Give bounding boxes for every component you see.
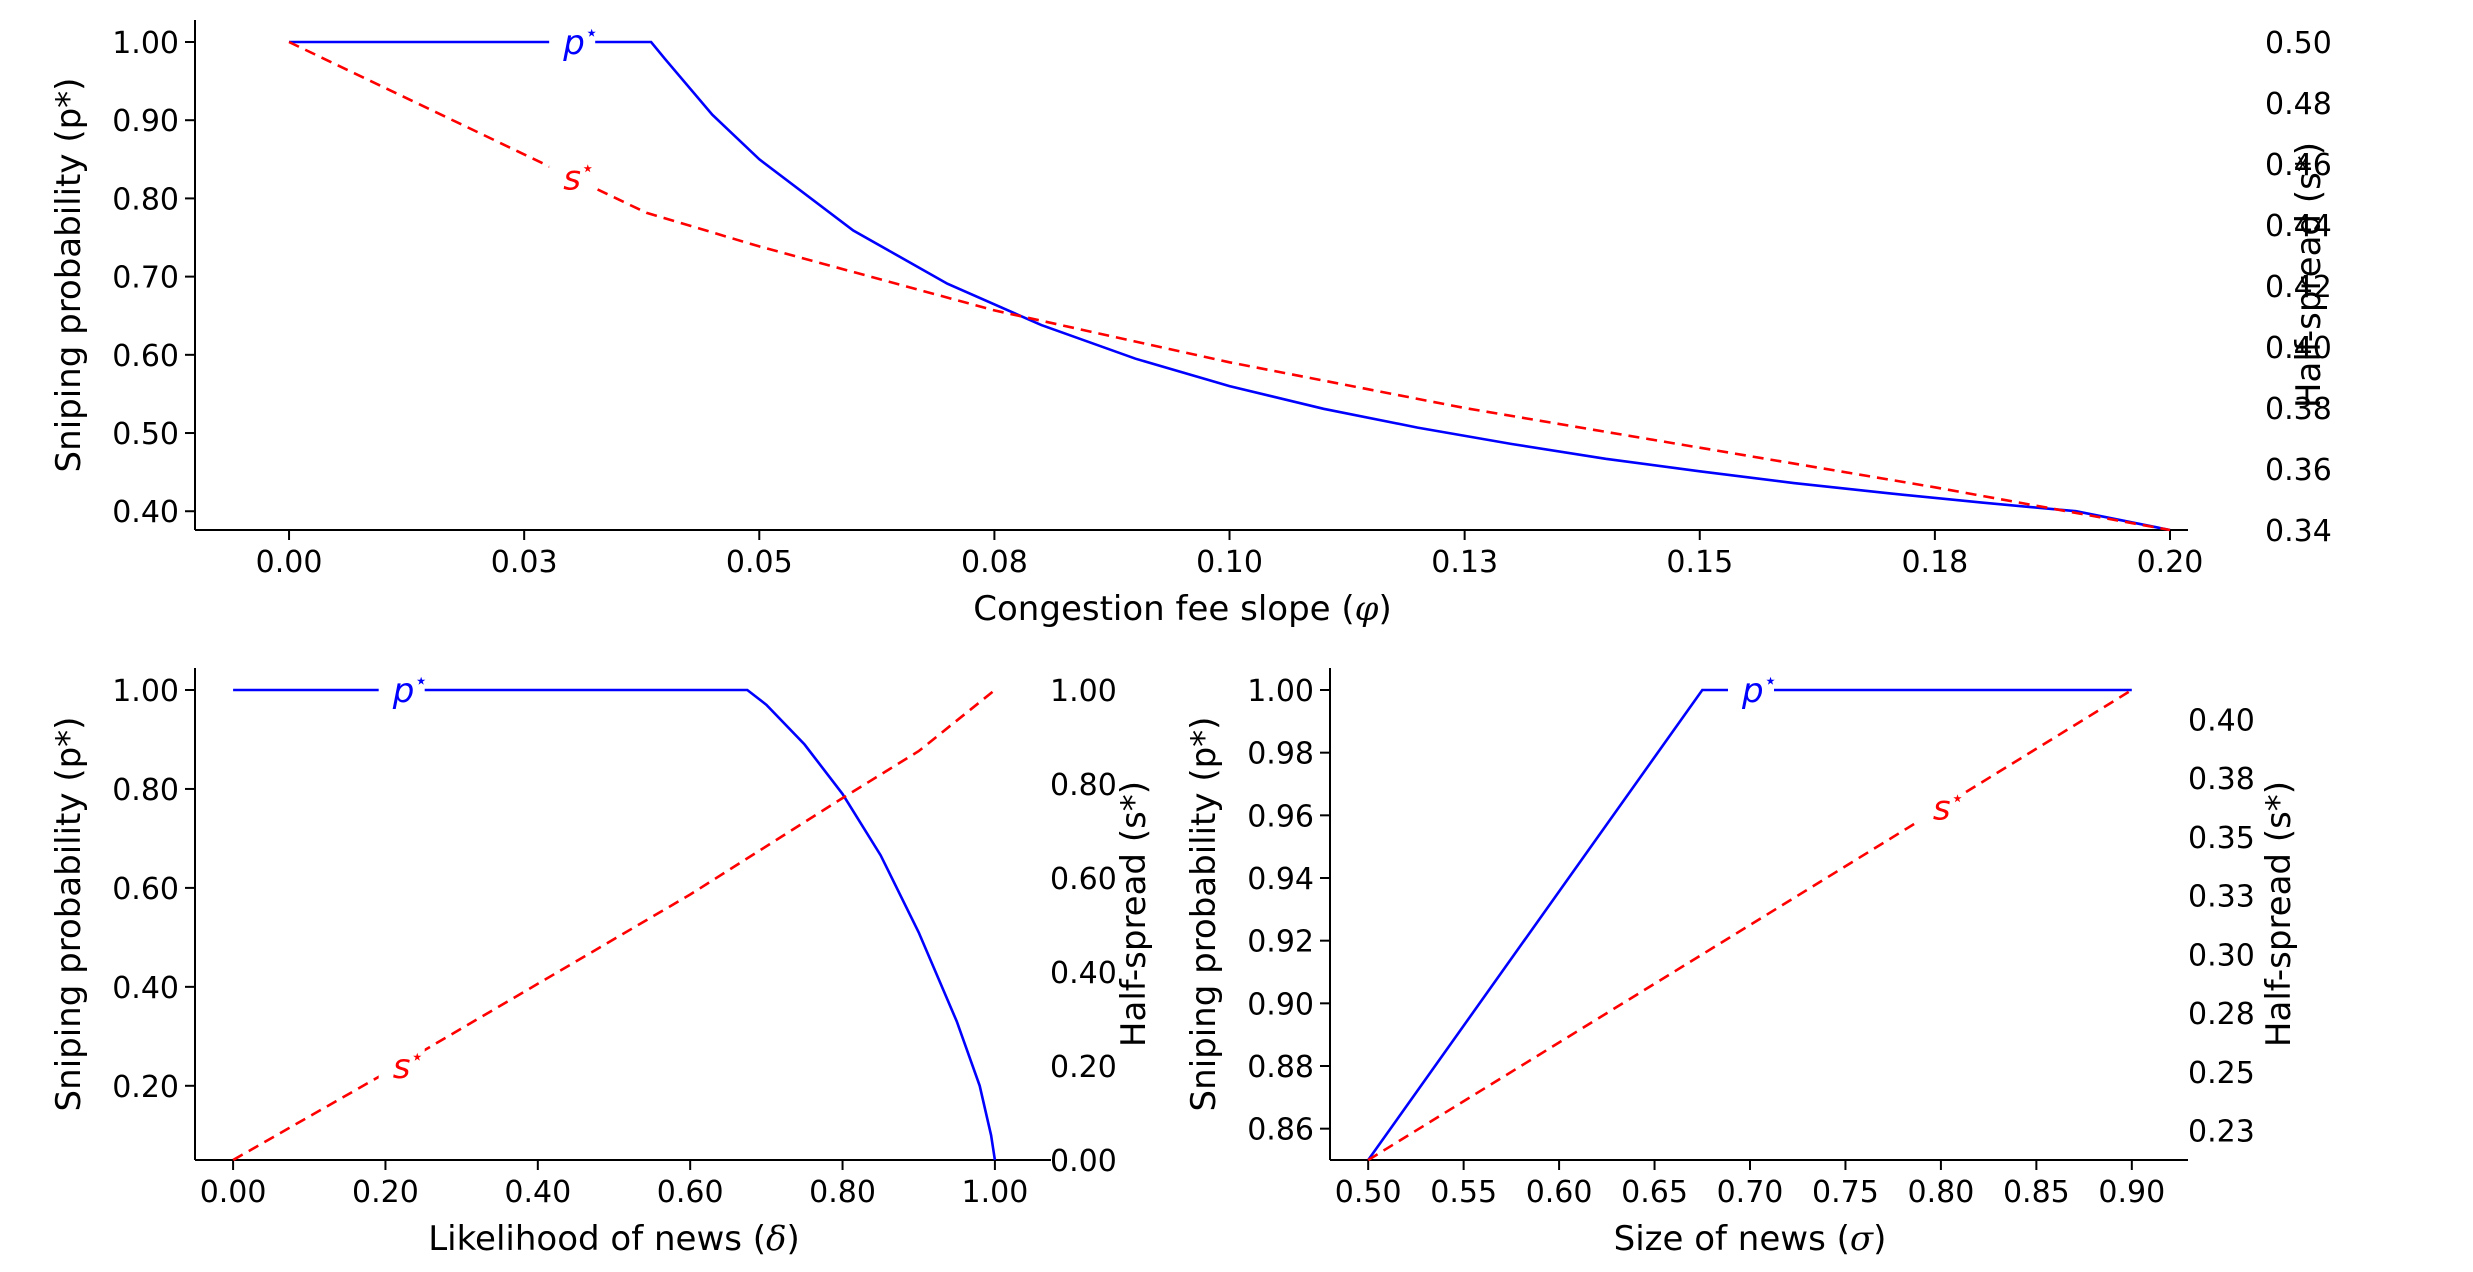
y-left-tick-label: 0.20 (112, 1070, 179, 1105)
x-tick-label: 0.90 (2098, 1175, 2165, 1210)
y-right-tick-label: 0.38 (2188, 762, 2255, 797)
x-axis-title: Likelihood of news (δ) (428, 1219, 800, 1259)
y-left-tick-label: 0.80 (112, 773, 179, 808)
half-spread-series-line (288, 40, 2171, 532)
x-tick-label: 0.50 (1335, 1175, 1402, 1210)
y-left-tick-label: 0.40 (112, 495, 179, 530)
y-right-tick-label: 0.40 (1050, 956, 1117, 991)
x-tick-label: 0.85 (2003, 1175, 2070, 1210)
sniping-probability-series-line (1367, 688, 2132, 1161)
y-right-tick-label: 0.40 (2265, 331, 2332, 366)
x-tick-label: 0.18 (1901, 545, 1968, 580)
sniping-probability-series-line (289, 40, 2171, 532)
y-left-tick-label: 0.60 (112, 339, 179, 374)
y-right-axis-title: Half-spread (s*) (2289, 142, 2329, 408)
x-tick-label: 0.65 (1621, 1175, 1688, 1210)
y-left-tick-label: 0.60 (112, 872, 179, 907)
y-left-tick-label: 0.90 (112, 104, 179, 139)
y-right-tick-label: 0.33 (2188, 880, 2255, 915)
x-tick-label: 0.13 (1431, 545, 1498, 580)
y-right-tick-label: 0.80 (1050, 768, 1117, 803)
x-axis-title: Size of news (σ) (1614, 1219, 1887, 1259)
x-tick-label: 0.55 (1430, 1175, 1497, 1210)
y-left-tick-label: 0.96 (1247, 799, 1314, 834)
half-spread-series-line (1367, 688, 2133, 1162)
y-right-axis-title: Half-spread (s*) (2259, 781, 2299, 1047)
bottom-left-chart-panel: 0.00 0.20 0.40 0.60 0.80 1.00 1.00 0.80 0.60 0.40… (49, 668, 1154, 1259)
x-tick-label: 0.80 (1908, 1175, 1975, 1210)
x-tick-label: 0.00 (256, 545, 323, 580)
y-right-tick-label: 0.50 (2265, 26, 2332, 61)
x-tick-label: 0.80 (809, 1175, 876, 1210)
y-right-tick-label: 0.35 (2188, 821, 2255, 856)
y-right-tick-label: 0.36 (2265, 453, 2332, 488)
series-label-halo (378, 668, 425, 708)
y-right-tick-label: 0.42 (2265, 270, 2332, 305)
y-left-axis-title: Sniping probability (p*) (49, 78, 89, 473)
y-right-axis-title: Half-spread (s*) (1114, 781, 1154, 1047)
y-right-tick-label: 0.20 (1050, 1050, 1117, 1085)
x-tick-label: 0.08 (961, 545, 1028, 580)
sniping-probability-series-label: p⋆ (392, 669, 428, 711)
y-left-tick-label: 0.90 (1247, 987, 1314, 1022)
x-tick-label: 0.75 (1812, 1175, 1879, 1210)
y-left-axis-title: Sniping probability (p*) (1184, 717, 1224, 1112)
y-left-tick-label: 0.98 (1247, 737, 1314, 772)
y-left-tick-label: 0.80 (112, 182, 179, 217)
series-label-halo (378, 1044, 425, 1084)
series-label-halo (549, 155, 596, 196)
bottom-right-chart-panel: 0.50 0.55 0.60 0.65 0.70 0.75 0.80 0.85 0.90 1.00… (1184, 668, 2299, 1259)
x-tick-label: 0.00 (200, 1175, 267, 1210)
y-right-tick-label: 0.30 (2188, 938, 2255, 973)
y-left-tick-label: 0.86 (1247, 1113, 1314, 1148)
y-right-tick-label: 0.00 (1050, 1144, 1117, 1179)
x-tick-label: 0.70 (1717, 1175, 1784, 1210)
y-right-tick-label: 0.23 (2188, 1115, 2255, 1150)
y-right-tick-label: 1.00 (1050, 674, 1117, 709)
y-left-axis-title: Sniping probability (p*) (49, 717, 89, 1112)
x-tick-label: 1.00 (962, 1175, 1029, 1210)
y-left-tick-label: 0.92 (1247, 925, 1314, 960)
x-axis-title: Congestion fee slope (φ) (973, 589, 1391, 629)
y-left-tick-label: 1.00 (1247, 674, 1314, 709)
y-right-tick-label: 0.34 (2265, 514, 2332, 549)
series-label-halo (1918, 785, 1965, 826)
y-right-tick-label: 0.25 (2188, 1056, 2255, 1091)
x-tick-label: 0.03 (491, 545, 558, 580)
y-right-tick-label: 0.38 (2265, 392, 2332, 427)
y-left-tick-label: 1.00 (112, 674, 179, 709)
y-left-tick-label: 0.70 (112, 261, 179, 296)
x-tick-label: 0.40 (504, 1175, 571, 1210)
y-right-tick-label: 0.40 (2188, 703, 2255, 738)
half-spread-series-label: s⋆ (393, 1045, 425, 1087)
x-tick-label: 0.20 (352, 1175, 419, 1210)
x-tick-label: 0.20 (2137, 545, 2204, 580)
y-left-tick-label: 0.50 (112, 417, 179, 452)
series-label-halo (549, 20, 596, 60)
series-label-halo (1728, 668, 1774, 708)
y-right-tick-label: 0.28 (2188, 997, 2255, 1032)
y-right-tick-label: 0.48 (2265, 87, 2332, 122)
x-tick-label: 0.10 (1196, 545, 1263, 580)
y-left-tick-label: 0.40 (112, 971, 179, 1006)
y-right-tick-label: 0.44 (2265, 209, 2332, 244)
x-tick-label: 0.05 (726, 545, 793, 580)
half-spread-series-label: s⋆ (563, 157, 595, 199)
sniping-probability-series-label: p⋆ (1741, 669, 1777, 711)
y-left-tick-label: 0.94 (1247, 862, 1314, 897)
half-spread-series-label: s⋆ (1933, 787, 1965, 829)
y-right-tick-label: 0.60 (1050, 862, 1117, 897)
y-left-tick-label: 1.00 (112, 26, 179, 61)
x-tick-label: 0.15 (1666, 545, 1733, 580)
x-tick-label: 0.60 (657, 1175, 724, 1210)
sniping-probability-series-line (233, 688, 997, 1161)
sniping-probability-series-label: p⋆ (562, 21, 598, 63)
top-chart-panel: 0.00 0.03 0.05 0.08 0.10 0.13 0.15 0.18 0.20 1.00… (49, 20, 2332, 629)
y-right-tick-label: 0.46 (2265, 148, 2332, 183)
half-spread-series-line (232, 688, 996, 1162)
y-left-tick-label: 0.88 (1247, 1050, 1314, 1085)
x-tick-label: 0.60 (1526, 1175, 1593, 1210)
